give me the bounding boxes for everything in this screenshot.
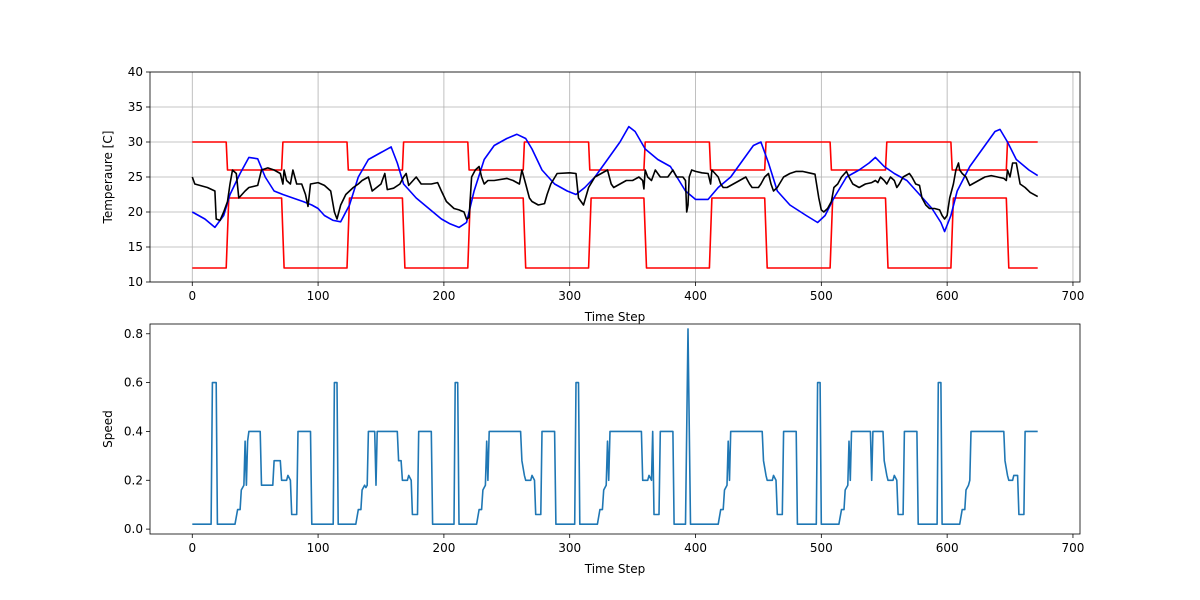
speed-x-ticks: 0 100 200 300 400 500 600 700 xyxy=(188,534,1084,555)
temperature-y-tick-label: 25 xyxy=(128,170,143,184)
speed-x-tick-label: 600 xyxy=(936,541,959,555)
temperature-x-tick-label: 300 xyxy=(558,289,581,303)
speed-axes-frame xyxy=(149,323,1081,535)
temperature-x-ticks: 0 100 200 300 400 500 600 700 xyxy=(188,282,1084,303)
speed-series-line-0 xyxy=(192,328,1038,526)
temperature-y-tick-label: 15 xyxy=(128,240,143,254)
speed-series-group xyxy=(192,328,1038,526)
temperature-x-tick-label: 100 xyxy=(307,289,330,303)
temperature-y-tick-label: 35 xyxy=(128,100,143,114)
temperature-y-ticks: 10 15 20 25 30 35 40 xyxy=(128,65,150,289)
speed-x-tick-label: 500 xyxy=(810,541,833,555)
temperature-y-tick-label: 10 xyxy=(128,275,143,289)
temperature-series-group xyxy=(191,125,1039,269)
speed-x-tick-label: 200 xyxy=(432,541,455,555)
temperature-y-tick-label: 20 xyxy=(128,205,143,219)
speed-y-tick-label: 0.2 xyxy=(124,473,143,487)
speed-x-tick-label: 300 xyxy=(558,541,581,555)
speed-plot: 0 100 200 300 400 500 600 700 0.0 0.2 0.4 0.6 0.8 T… xyxy=(101,323,1084,576)
temperature-x-tick-label: 700 xyxy=(1062,289,1085,303)
speed-y-tick-label: 0.8 xyxy=(124,327,143,341)
speed-y-tick-label: 0.6 xyxy=(124,376,143,390)
temperature-x-tick-label: 600 xyxy=(936,289,959,303)
temperature-x-tick-label: 200 xyxy=(432,289,455,303)
temperature-x-tick-label: 400 xyxy=(684,289,707,303)
speed-x-tick-label: 100 xyxy=(307,541,330,555)
temperature-x-tick-label: 500 xyxy=(810,289,833,303)
temperature-y-axis-label: Temperaure [C] xyxy=(101,131,115,225)
speed-x-tick-label: 700 xyxy=(1062,541,1085,555)
temperature-x-tick-label: 0 xyxy=(188,289,196,303)
speed-y-tick-label: 0.4 xyxy=(124,424,143,438)
speed-x-tick-label: 400 xyxy=(684,541,707,555)
temperature-plot: 0 100 200 300 400 500 600 700 10 15 20 25 30 35 40 Ti… xyxy=(101,65,1084,324)
temperature-series-line-3 xyxy=(191,162,1039,222)
temperature-y-tick-label: 40 xyxy=(128,65,143,79)
speed-x-axis-label: Time Step xyxy=(584,562,646,576)
temperature-x-axis-label: Time Step xyxy=(584,310,646,324)
speed-y-ticks: 0.0 0.2 0.4 0.6 0.8 xyxy=(124,327,150,536)
temperature-y-tick-label: 30 xyxy=(128,135,143,149)
speed-x-tick-label: 0 xyxy=(188,541,196,555)
temperature-series-line-0 xyxy=(192,141,1038,171)
temperature-series-line-1 xyxy=(192,197,1038,269)
speed-y-tick-label: 0.0 xyxy=(124,522,143,536)
speed-y-axis-label: Speed xyxy=(101,410,115,448)
